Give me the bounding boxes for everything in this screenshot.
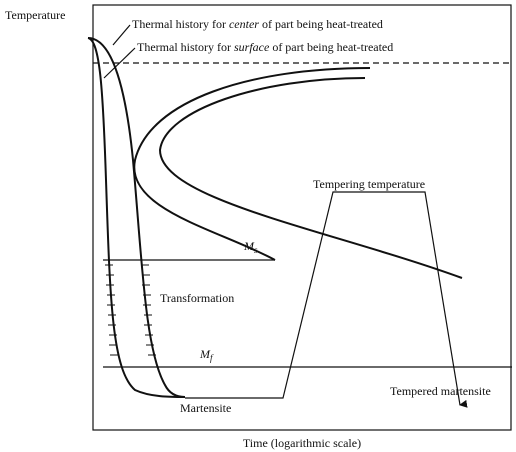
hatching <box>105 264 156 356</box>
finish-curve <box>158 77 463 279</box>
tempering-path <box>185 191 468 408</box>
tempered-label: Tempered martensite <box>390 384 491 398</box>
y-axis-label: Temperature <box>5 8 65 22</box>
center-label: Thermal history for center of part being… <box>132 17 383 31</box>
tempering-label: Tempering temperature <box>313 177 425 191</box>
ms-label: Ms <box>243 239 258 255</box>
x-axis-label: Time (logarithmic scale) <box>243 436 361 450</box>
plot-frame <box>92 4 512 431</box>
mf-label: Mf <box>199 347 214 363</box>
center-cooling <box>87 37 186 398</box>
leader-center <box>112 24 131 46</box>
transformation-label: Transformation <box>160 291 234 305</box>
leader-surface <box>103 47 136 79</box>
surface-cooling <box>87 37 186 398</box>
martensite-label: Martensite <box>180 401 231 415</box>
surface-label: Thermal history for surface of part bein… <box>137 40 393 54</box>
start-curve <box>133 67 371 261</box>
